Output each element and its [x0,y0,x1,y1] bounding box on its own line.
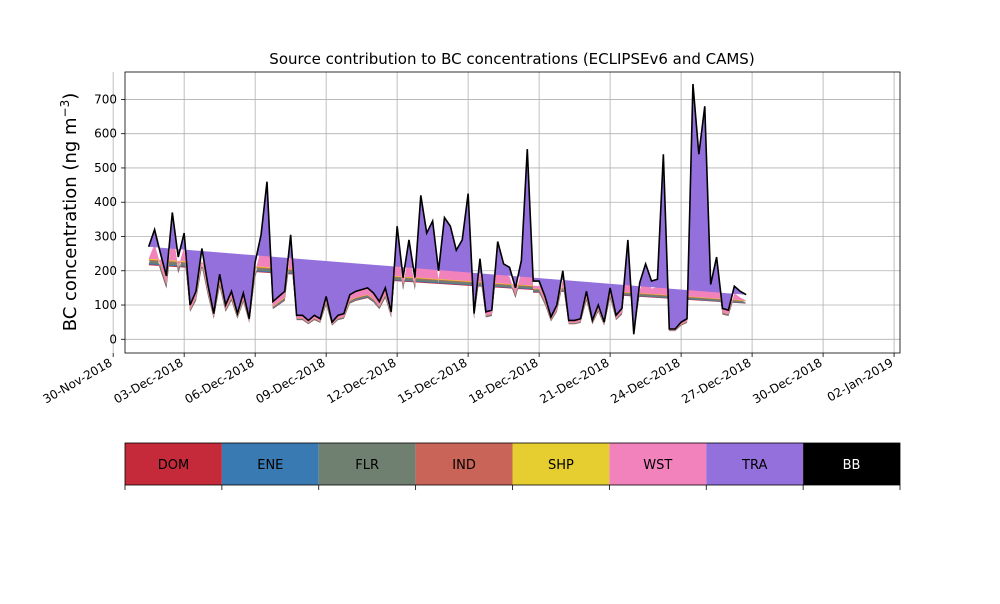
legend-label-shp: SHP [548,458,574,473]
line-layer [147,83,747,335]
x-tick-label: 21-Dec-2018 [537,355,611,406]
y-tick-label: 200 [94,264,117,278]
y-tick-label: 500 [94,161,117,175]
y-tick-label: 0 [109,332,117,346]
legend-swatch-shp [512,443,610,485]
total-concentration-line [147,83,747,335]
y-axis-label: BC concentration (ng m−3) [58,93,81,332]
legend-swatch-flr [318,443,416,485]
area-series-tra [148,83,747,335]
chart-title: Source contribution to BC concentrations… [269,50,754,68]
legend-label-dom: DOM [158,458,189,473]
x-tick-label: 03-Dec-2018 [111,355,185,406]
x-tick-label: 30-Nov-2018 [40,355,114,406]
x-tick-label: 27-Dec-2018 [679,355,753,406]
legend-frame [124,442,901,486]
legend-label-wst: WST [643,458,672,473]
x-tick-label: 02-Jan-2019 [825,355,896,404]
legend-swatch-ene [221,443,319,485]
area-layer [148,83,747,336]
legend-label-ind: IND [452,458,476,473]
x-tick-label: 09-Dec-2018 [253,355,327,406]
legend-swatch-wst [609,443,707,485]
legend-label-flr: FLR [355,458,379,473]
y-tick-label: 400 [94,195,117,209]
x-tick-label: 18-Dec-2018 [466,355,540,406]
legend: DOM ENE FLR IND SHP WST TRA BB [124,442,901,490]
grid-layer [112,72,900,353]
y-tick-label: 100 [94,298,117,312]
y-tick-label: 600 [94,127,117,141]
legend-swatch-ind [415,443,513,485]
x-tick-label: 12-Dec-2018 [324,355,398,406]
y-tick-label: 300 [94,229,117,243]
x-tick-label: 30-Dec-2018 [750,355,824,406]
legend-label-bb: BB [843,458,861,473]
x-tick-label: 15-Dec-2018 [395,355,469,406]
legend-label-ene: ENE [257,458,283,473]
legend-swatch-tra [706,443,804,485]
x-tick-label: 06-Dec-2018 [182,355,256,406]
legend-label-tra: TRA [741,458,767,473]
plot-frame [124,71,901,354]
legend-swatch-bb [803,443,900,485]
y-axis-label-main: BC concentration (ng m [60,117,81,331]
y-tick-label: 700 [94,92,117,106]
x-tick-label: 24-Dec-2018 [608,355,682,406]
y-axis-label-close: ) [60,93,81,100]
y-axis-label-superscript: −3 [58,100,72,118]
legend-swatch-dom [125,443,222,485]
